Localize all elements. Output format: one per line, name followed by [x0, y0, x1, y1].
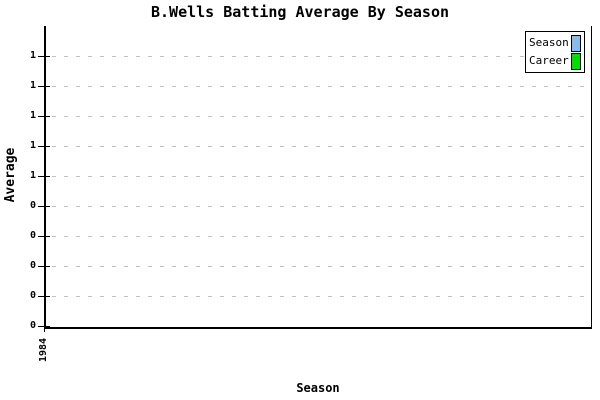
- y-tick-label: 1: [29, 80, 36, 91]
- legend-swatch-career: [571, 52, 581, 70]
- gridline: [52, 56, 591, 57]
- gridline: [52, 236, 591, 237]
- y-tick-mark: [38, 206, 50, 207]
- y-tick-label: 0: [29, 320, 36, 331]
- plot-right-border: [591, 26, 592, 327]
- x-axis-label: Season: [296, 381, 340, 395]
- legend-swatch-season: [571, 34, 581, 52]
- gridline: [52, 146, 591, 147]
- y-tick-label: 1: [29, 140, 36, 151]
- legend-row-season: Season: [529, 34, 581, 52]
- y-tick-mark: [38, 56, 50, 57]
- y-tick-mark: [38, 86, 50, 87]
- gridline: [52, 296, 591, 297]
- y-tick-label: 1: [29, 50, 36, 61]
- y-tick-label: 1: [29, 110, 36, 121]
- gridline: [52, 176, 591, 177]
- legend-label-season: Season: [529, 36, 569, 49]
- gridline: [52, 86, 591, 87]
- y-tick-mark: [38, 176, 50, 177]
- y-tick-label: 0: [29, 230, 36, 241]
- y-tick-mark: [38, 146, 50, 147]
- gridline: [52, 266, 591, 267]
- y-tick-label: 1: [29, 170, 36, 181]
- y-tick-label: 0: [29, 200, 36, 211]
- gridline: [52, 206, 591, 207]
- legend-row-career: Career: [529, 52, 581, 70]
- y-tick-mark: [38, 296, 50, 297]
- x-axis-line: [44, 327, 592, 329]
- chart-title: B.Wells Batting Average By Season: [150, 3, 449, 21]
- y-tick-label: 0: [29, 260, 36, 271]
- y-tick-mark: [38, 116, 50, 117]
- y-tick-mark: [38, 266, 50, 267]
- y-tick-label: 0: [29, 290, 36, 301]
- x-tick-label: 1984: [38, 337, 49, 363]
- y-tick-mark: [38, 236, 50, 237]
- x-tick-mark: [44, 322, 45, 332]
- legend: Season Career: [525, 31, 585, 73]
- legend-label-career: Career: [529, 54, 569, 67]
- gridline: [52, 116, 591, 117]
